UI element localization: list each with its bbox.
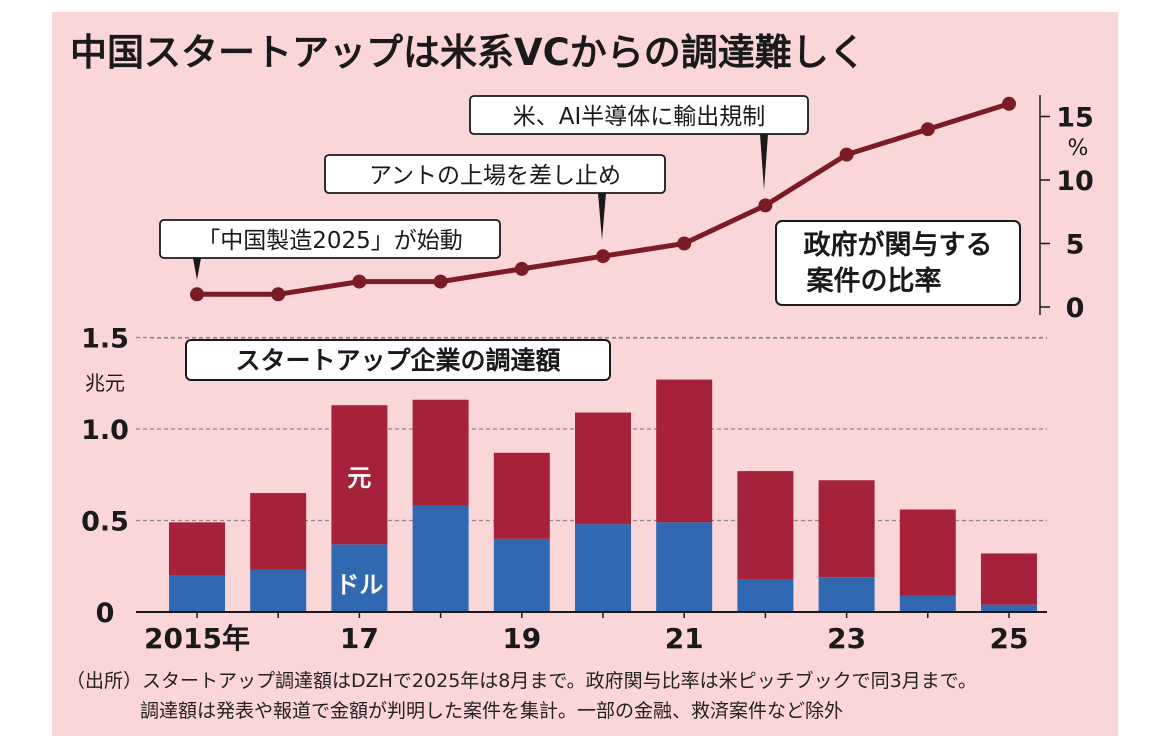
bar-y-unit: 兆元 <box>85 371 125 395</box>
line-point <box>920 122 935 137</box>
bar-yuan <box>656 379 713 523</box>
line-y-unit: % <box>1068 136 1089 161</box>
bar-dollar <box>575 524 631 612</box>
bar-dollar <box>818 577 875 612</box>
x-tick-label: 2015年 <box>144 622 250 655</box>
line-title-box <box>775 220 1021 306</box>
chart-title: 中国スタートアップは米系VCからの調達難しく <box>70 31 866 74</box>
bar-yuan <box>169 522 225 576</box>
line-point <box>677 236 692 251</box>
annotation-box <box>159 219 501 259</box>
annotation-pointer <box>598 193 606 240</box>
annotation-pointer <box>193 258 201 280</box>
line-y-tick-label: 10 <box>1056 166 1094 197</box>
line-point <box>758 198 773 213</box>
bar-y-tick-label: 0.5 <box>81 507 129 538</box>
annotation-label: アントの上場を差し止め <box>369 163 621 189</box>
annotation-label: 米、AI半導体に輸出規制 <box>513 104 766 130</box>
x-tick-label: 21 <box>665 622 704 655</box>
annotation-pointer <box>760 134 768 190</box>
line-point <box>839 147 854 162</box>
line-title-2: 案件の比率 <box>806 265 942 297</box>
line-y-tick-label: 15 <box>1056 103 1094 134</box>
bar-dollar <box>981 604 1037 612</box>
line-y-tick-label: 0 <box>1066 293 1085 324</box>
line-point <box>1002 96 1016 111</box>
series-label-yuan: 元 <box>347 464 371 492</box>
bar-yuan <box>737 471 794 580</box>
bar-title-box <box>185 339 611 381</box>
bar-dollar <box>169 575 225 612</box>
x-tick-label: 25 <box>990 622 1029 655</box>
bar-yuan <box>899 509 956 596</box>
bar-yuan <box>818 480 875 578</box>
line-point <box>433 274 448 289</box>
bar-y-tick-label: 1.0 <box>81 415 129 446</box>
source-note-line2: 調達額は発表や報道で金額が判明した案件を集計。一部の金融、救済案件など除外 <box>140 700 844 722</box>
bar-y-tick-label: 0 <box>96 598 115 629</box>
line-point <box>352 274 367 289</box>
bar-yuan <box>250 493 307 570</box>
bar-y-tick-label: 1.5 <box>81 324 129 355</box>
bar-dollar <box>899 595 956 612</box>
bar-yuan <box>575 412 631 525</box>
bar-dollar <box>250 569 307 612</box>
bar-dollar <box>412 505 469 612</box>
x-tick-label: 17 <box>340 622 379 655</box>
bar-title: スタートアップ企業の調達額 <box>235 346 560 375</box>
bar-dollar <box>331 544 388 612</box>
source-note: （出所）スタートアップ調達額はDZHで2025年は8月まで。政府関与比率は米ピッ… <box>66 666 977 726</box>
bar-yuan <box>981 553 1037 605</box>
annotation-box <box>469 95 809 135</box>
line-point <box>271 287 286 302</box>
bar-yuan <box>331 405 388 545</box>
source-note-line1: （出所）スタートアップ調達額はDZHで2025年は8月まで。政府関与比率は米ピッ… <box>66 670 977 692</box>
annotation-label: 「中国製造2025」が始動 <box>197 228 463 254</box>
bar-dollar <box>656 522 713 612</box>
annotation-box <box>324 154 666 194</box>
bar-dollar <box>493 538 550 612</box>
bar-yuan <box>412 399 469 506</box>
line-title-1: 政府が関与する <box>804 229 993 261</box>
line-point <box>596 249 610 264</box>
x-tick-label: 19 <box>502 622 541 655</box>
line-point <box>190 287 204 302</box>
bar-yuan <box>493 452 550 539</box>
series-label-dollar: ドル <box>335 571 383 599</box>
x-tick-label: 23 <box>827 622 866 655</box>
line-point <box>514 261 529 276</box>
bar-dollar <box>737 579 794 612</box>
line-y-tick-label: 5 <box>1066 230 1085 261</box>
